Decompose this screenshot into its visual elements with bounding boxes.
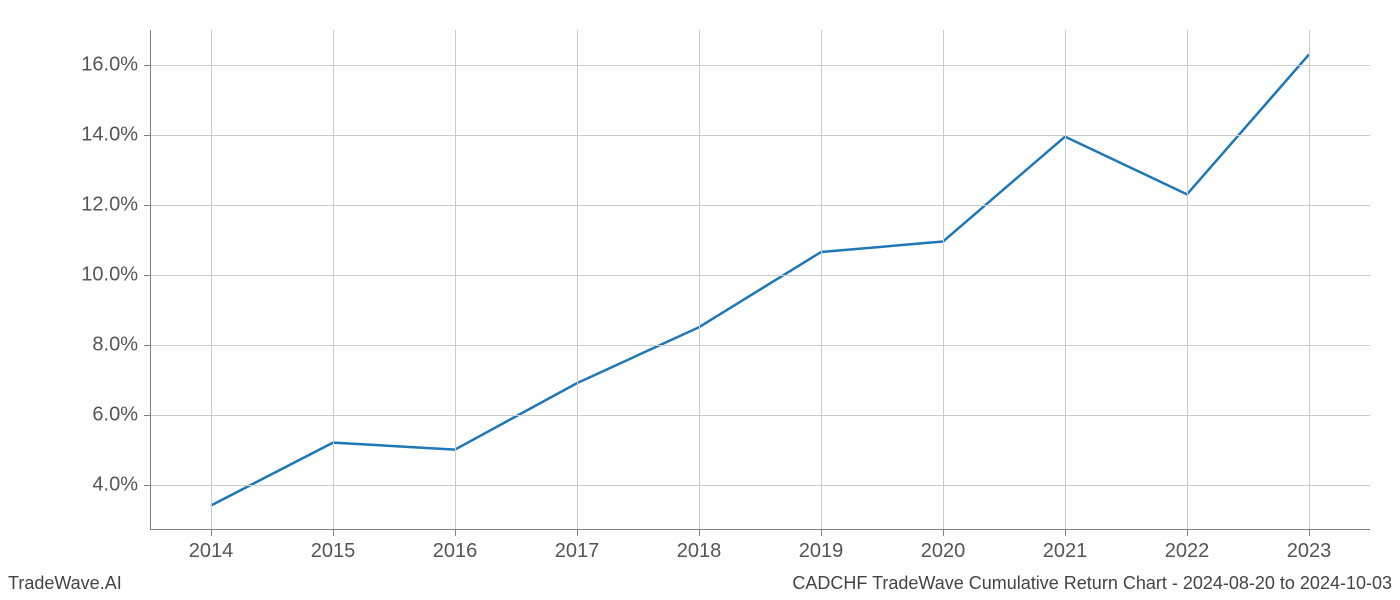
gridline-horizontal (150, 275, 1370, 276)
gridline-horizontal (150, 345, 1370, 346)
x-tick (943, 530, 944, 536)
gridline-vertical (333, 30, 334, 530)
x-tick (1187, 530, 1188, 536)
y-axis-label: 14.0% (81, 123, 138, 146)
chart-container: 2014 2015 2016 2017 2018 2019 2020 2021 2022 2023… (0, 0, 1400, 600)
x-tick (333, 530, 334, 536)
x-tick (211, 530, 212, 536)
y-axis-label: 4.0% (92, 473, 138, 496)
gridline-horizontal (150, 135, 1370, 136)
x-axis-label: 2021 (1043, 540, 1088, 563)
axis-spine-left (150, 30, 151, 530)
x-axis-label: 2015 (311, 540, 356, 563)
gridline-vertical (943, 30, 944, 530)
plot-area: 2014201520162017201820192020202120222023… (150, 30, 1370, 530)
x-axis-label: 2019 (799, 540, 844, 563)
y-axis-label: 16.0% (81, 53, 138, 76)
axis-spine-bottom (150, 529, 1370, 530)
x-tick (577, 530, 578, 536)
gridline-horizontal (150, 205, 1370, 206)
footer-right-text: CADCHF TradeWave Cumulative Return Chart… (792, 573, 1392, 594)
gridline-vertical (699, 30, 700, 530)
gridline-vertical (455, 30, 456, 530)
x-tick (455, 530, 456, 536)
gridline-vertical (211, 30, 212, 530)
x-axis-label: 2018 (677, 540, 722, 563)
gridline-horizontal (150, 415, 1370, 416)
y-axis-label: 6.0% (92, 403, 138, 426)
y-axis-label: 12.0% (81, 193, 138, 216)
footer-left-text: TradeWave.AI (8, 573, 122, 594)
x-tick (821, 530, 822, 536)
line-path (211, 54, 1309, 505)
gridline-vertical (1187, 30, 1188, 530)
y-axis-label: 8.0% (92, 333, 138, 356)
x-tick (699, 530, 700, 536)
x-axis-label: 2014 (189, 540, 234, 563)
x-axis-label: 2023 (1287, 540, 1332, 563)
gridline-vertical (577, 30, 578, 530)
x-axis-label: 2020 (921, 540, 966, 563)
x-axis-label: 2017 (555, 540, 600, 563)
gridline-vertical (1309, 30, 1310, 530)
x-axis-label: 2022 (1165, 540, 1210, 563)
gridline-vertical (821, 30, 822, 530)
x-axis-label: 2016 (433, 540, 478, 563)
y-axis-label: 10.0% (81, 263, 138, 286)
x-tick (1309, 530, 1310, 536)
x-tick (1065, 530, 1066, 536)
gridline-horizontal (150, 65, 1370, 66)
gridline-horizontal (150, 485, 1370, 486)
gridline-vertical (1065, 30, 1066, 530)
